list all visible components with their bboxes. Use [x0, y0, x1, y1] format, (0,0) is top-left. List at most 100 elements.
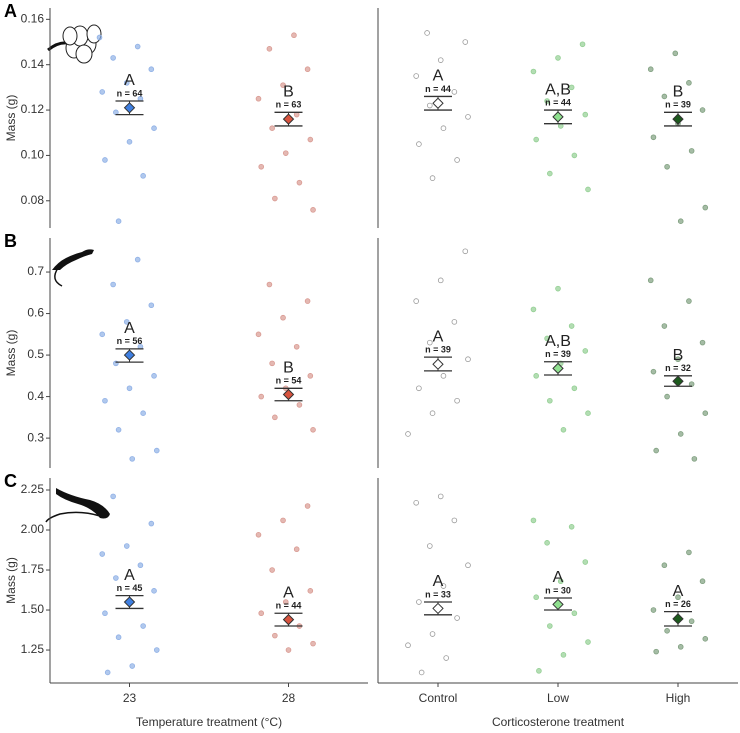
data-point: [110, 55, 116, 61]
n-label: n = 32: [665, 363, 691, 373]
mean-marker: [123, 596, 136, 608]
x-axis-label: Temperature treatment (°C): [136, 715, 282, 729]
group-letter: A: [124, 72, 135, 89]
data-point: [280, 517, 286, 524]
data-point: [258, 610, 265, 617]
data-point: [661, 323, 668, 329]
data-point: [647, 277, 654, 284]
data-point: [413, 298, 419, 304]
data-point: [530, 306, 537, 313]
data-point: [451, 517, 458, 524]
data-point: [272, 195, 278, 202]
data-point: [530, 68, 537, 75]
group: n = 44A: [413, 30, 471, 181]
data-point: [650, 368, 657, 375]
n-label: n = 64: [117, 88, 143, 98]
n-label: n = 33: [425, 589, 451, 599]
data-point: [134, 43, 141, 50]
group-letter: A: [553, 569, 564, 586]
data-point: [282, 599, 289, 605]
data-point: [148, 66, 155, 73]
data-point: [280, 314, 286, 321]
n-label: n = 26: [665, 599, 691, 609]
data-point: [405, 642, 411, 649]
data-point: [582, 348, 589, 354]
x-tick-label: 23: [123, 691, 137, 705]
data-point: [102, 397, 108, 404]
data-point: [555, 55, 561, 61]
data-point: [272, 414, 278, 421]
data-point: [560, 427, 567, 433]
group-letter: A: [433, 573, 444, 590]
n-label: n = 45: [117, 583, 143, 593]
data-point: [258, 163, 265, 170]
x-tick-label: High: [666, 691, 691, 705]
mean-marker: [282, 388, 295, 401]
y-tick-label: 0.5: [27, 347, 44, 361]
y-tick-label: 0.6: [27, 306, 44, 320]
data-point: [686, 549, 692, 556]
group-letter: B: [283, 84, 294, 101]
data-point: [304, 503, 311, 509]
x-tick-label: Low: [547, 691, 569, 705]
y-tick-label: 0.4: [27, 389, 44, 403]
data-point: [677, 218, 684, 224]
data-point: [650, 134, 657, 141]
data-point: [533, 373, 539, 379]
data-point: [661, 93, 668, 100]
y-tick-label: 2.25: [21, 482, 45, 496]
y-axis-label: Mass (g): [4, 330, 18, 377]
n-label: n = 30: [545, 585, 571, 595]
group-letter: B: [673, 84, 684, 101]
data-point: [307, 373, 314, 379]
data-point: [462, 39, 469, 45]
data-point: [699, 107, 706, 113]
group: n = 32B: [647, 277, 709, 462]
data-point: [296, 179, 303, 186]
data-point: [675, 594, 681, 601]
group: n = 33A: [405, 493, 471, 676]
data-point: [677, 431, 684, 437]
data-point: [123, 543, 130, 549]
data-point: [585, 410, 591, 416]
data-point: [677, 644, 684, 650]
data-point: [530, 517, 537, 524]
data-point: [296, 402, 303, 408]
data-point: [310, 207, 316, 213]
panel-label: C: [4, 471, 17, 491]
data-point: [699, 339, 706, 346]
data-point: [585, 186, 591, 193]
data-point: [440, 125, 447, 132]
group: n = 63B: [255, 32, 316, 213]
data-point: [255, 331, 262, 338]
mean-marker: [432, 97, 444, 109]
data-point: [429, 175, 436, 181]
n-label: n = 54: [276, 376, 302, 386]
data-point: [672, 50, 679, 57]
x-tick-label: 28: [282, 691, 296, 705]
data-point: [424, 30, 430, 36]
data-point: [126, 385, 133, 392]
x-axis-label: Corticosterone treatment: [492, 715, 625, 729]
data-point: [255, 532, 262, 538]
y-tick-label: 0.10: [21, 148, 45, 162]
panel-label: B: [4, 231, 17, 251]
data-point: [110, 493, 116, 500]
data-point: [140, 410, 146, 416]
data-point: [691, 456, 698, 462]
data-point: [571, 152, 578, 159]
y-tick-label: 1.50: [21, 602, 45, 616]
data-point: [269, 567, 275, 573]
data-point: [307, 588, 314, 594]
data-point: [544, 335, 550, 342]
n-label: n = 44: [276, 601, 302, 611]
group: n = 45A: [99, 493, 160, 676]
mean-marker: [672, 113, 684, 125]
data-point: [151, 125, 157, 132]
mean-marker: [282, 613, 295, 626]
data-point: [688, 618, 695, 625]
data-point: [547, 623, 553, 629]
group: n = 39A,B: [530, 285, 591, 433]
data-point: [153, 447, 160, 454]
